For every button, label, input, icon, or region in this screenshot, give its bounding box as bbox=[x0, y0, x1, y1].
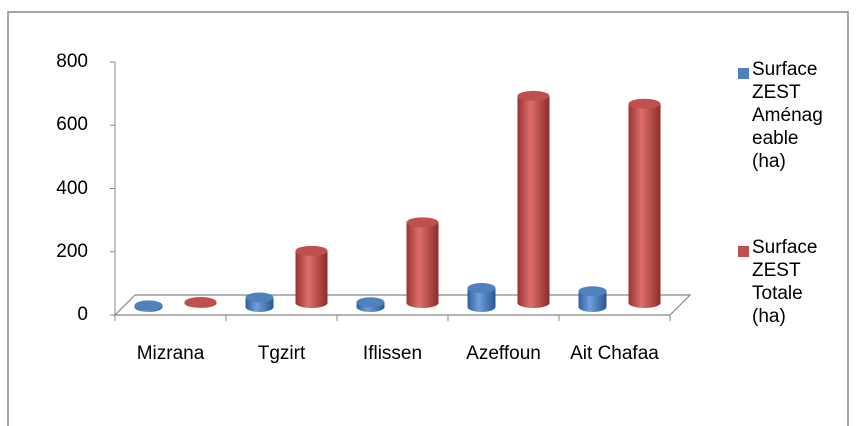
x-tick-label: Ait Chafaa bbox=[570, 343, 659, 364]
legend-label: Surface ZEST Aménageable (ha) bbox=[752, 59, 823, 172]
bar-top bbox=[467, 283, 496, 294]
frame bbox=[7, 11, 849, 426]
bar bbox=[628, 103, 661, 308]
y-tick-label: 800 bbox=[56, 51, 88, 72]
x-tick-label: Tgzirt bbox=[257, 343, 306, 364]
bar bbox=[467, 288, 496, 312]
y-tick-label: 200 bbox=[56, 240, 88, 262]
bar bbox=[295, 250, 328, 308]
bar-top bbox=[628, 98, 661, 109]
bar bbox=[406, 222, 439, 308]
y-tick-label: 600 bbox=[56, 114, 88, 136]
x-tick-label: Mizrana bbox=[136, 343, 205, 364]
x-tick-label: Azeffoun bbox=[466, 343, 541, 364]
bar-top bbox=[578, 286, 607, 297]
legend-label: Surface ZEST Totale (ha) bbox=[752, 237, 818, 327]
bar-top bbox=[517, 90, 550, 101]
bar-top bbox=[245, 292, 274, 303]
y-tick-label: 400 bbox=[56, 177, 88, 199]
bar-top bbox=[406, 217, 439, 228]
bar bbox=[517, 95, 550, 308]
bar-top bbox=[134, 300, 163, 311]
legend-swatch bbox=[738, 68, 749, 79]
bar-top bbox=[184, 297, 217, 308]
bar bbox=[578, 291, 607, 312]
x-tick-label: Iflissen bbox=[362, 343, 423, 364]
legend-swatch bbox=[738, 246, 749, 257]
bar-top bbox=[295, 245, 328, 256]
bar-top bbox=[356, 297, 385, 308]
y-tick-label: 0 bbox=[77, 304, 88, 325]
